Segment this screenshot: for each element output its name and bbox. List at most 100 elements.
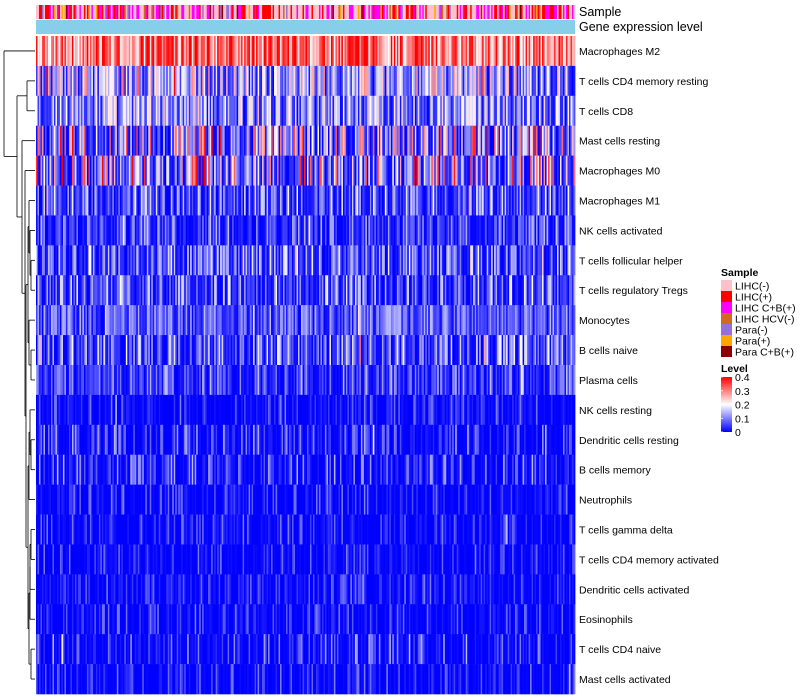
heatmap-cell: [312, 125, 315, 156]
heatmap-cell: [317, 125, 320, 156]
heatmap-cell: [268, 65, 270, 97]
heatmap-cell: [107, 125, 110, 156]
heatmap-cell: [372, 36, 375, 67]
heatmap-cell: [224, 335, 227, 366]
heatmap-cell: [363, 335, 366, 366]
heatmap-cell: [449, 365, 452, 396]
heatmap-cell: [377, 185, 380, 216]
heatmap-cell: [561, 275, 564, 306]
heatmap-cell: [112, 275, 115, 306]
heatmap-cell: [166, 305, 169, 336]
heatmap-cell: [330, 215, 333, 246]
heatmap-cell: [206, 305, 209, 336]
heatmap-cell: [357, 65, 360, 97]
heatmap-cell: [208, 95, 211, 127]
heatmap-cell: [73, 335, 76, 366]
heatmap-cell: [386, 275, 389, 306]
heatmap-cell: [128, 36, 131, 67]
heatmap-cell: [196, 305, 199, 336]
heatmap-cell: [235, 365, 238, 396]
heatmap-cell: [467, 275, 470, 306]
heatmap-cell: [431, 305, 434, 336]
heatmap-cell: [209, 36, 212, 67]
sample-annotation-cell: [372, 5, 375, 19]
heatmap-cell: [287, 185, 290, 216]
heatmap-cell: [348, 65, 351, 97]
heatmap-cell: [241, 185, 244, 216]
heatmap-cell: [119, 305, 122, 336]
heatmap-cell: [467, 185, 470, 216]
heatmap-cell: [440, 215, 443, 246]
heatmap-cell: [218, 275, 221, 306]
heatmap-cell: [92, 65, 95, 97]
heatmap-cell: [145, 185, 148, 216]
heatmap-cell: [170, 95, 173, 127]
sample-annotation-cell: [548, 5, 550, 19]
heatmap-cell: [317, 245, 320, 276]
heatmap-cell: [521, 305, 523, 336]
sample-annotation-cell: [564, 5, 567, 19]
heatmap-cell: [106, 365, 109, 396]
heatmap-cell: [200, 95, 203, 127]
heatmap-cell: [184, 95, 187, 127]
heatmap-cell: [167, 65, 170, 97]
heatmap-cell: [516, 245, 519, 276]
heatmap-cell: [536, 305, 538, 336]
sample-annotation-cell: [567, 5, 570, 19]
heatmap-cell: [160, 95, 163, 127]
heatmap-cell: [420, 185, 423, 216]
heatmap-cell: [486, 365, 489, 396]
sample-annotation-cell: [269, 5, 272, 19]
heatmap-cell: [393, 155, 396, 186]
sample-annotation-cell: [79, 5, 82, 19]
heatmap-cell: [182, 394, 185, 426]
heatmap-cell: [248, 125, 251, 156]
heatmap-cell: [347, 36, 350, 67]
heatmap-cell: [158, 215, 161, 246]
heatmap-row: [36, 36, 576, 67]
heatmap-cell: [266, 125, 269, 156]
heatmap-cell: [74, 394, 77, 426]
heatmap-cell: [185, 275, 188, 306]
heatmap-cell: [318, 185, 321, 216]
heatmap-cell: [101, 275, 104, 306]
heatmap-cell: [309, 394, 312, 426]
heatmap-cell: [160, 155, 163, 186]
sample-annotation-cell: [512, 5, 515, 19]
sample-annotation-cell: [251, 5, 254, 19]
heatmap-cell: [122, 335, 125, 366]
heatmap-cell: [324, 335, 327, 366]
heatmap-cell: [569, 36, 571, 67]
heatmap-cell: [330, 36, 333, 67]
heatmap-cell: [503, 125, 506, 156]
heatmap-cell: [398, 36, 401, 67]
heatmap-cell: [86, 245, 89, 276]
heatmap-cell: [329, 185, 332, 216]
heatmap-cell: [474, 365, 477, 396]
sample-annotation-cell: [396, 5, 399, 19]
heatmap-cell: [435, 185, 438, 216]
heatmap-cell: [197, 125, 200, 156]
heatmap-cell: [280, 155, 282, 186]
heatmap-cell: [293, 65, 296, 97]
heatmap-cell: [567, 365, 570, 396]
heatmap-cell: [64, 215, 67, 246]
heatmap-cell: [92, 125, 95, 156]
heatmap-cell: [53, 185, 56, 216]
heatmap-cell: [401, 335, 404, 366]
heatmap-cell: [545, 125, 547, 156]
heatmap-cell: [384, 155, 387, 186]
heatmap-cell: [324, 305, 327, 336]
heatmap-cell: [438, 365, 441, 396]
heatmap-cell: [396, 245, 399, 276]
heatmap-cell: [383, 365, 386, 396]
heatmap-cell: [551, 185, 553, 216]
heatmap-cell: [271, 394, 273, 426]
heatmap-cell: [339, 95, 342, 127]
heatmap-cell: [85, 185, 88, 216]
heatmap-cell: [260, 245, 263, 276]
heatmap-cell: [465, 155, 468, 186]
heatmap-cell: [89, 185, 92, 216]
heatmap-cell: [130, 125, 133, 156]
heatmap-cell: [309, 365, 312, 396]
